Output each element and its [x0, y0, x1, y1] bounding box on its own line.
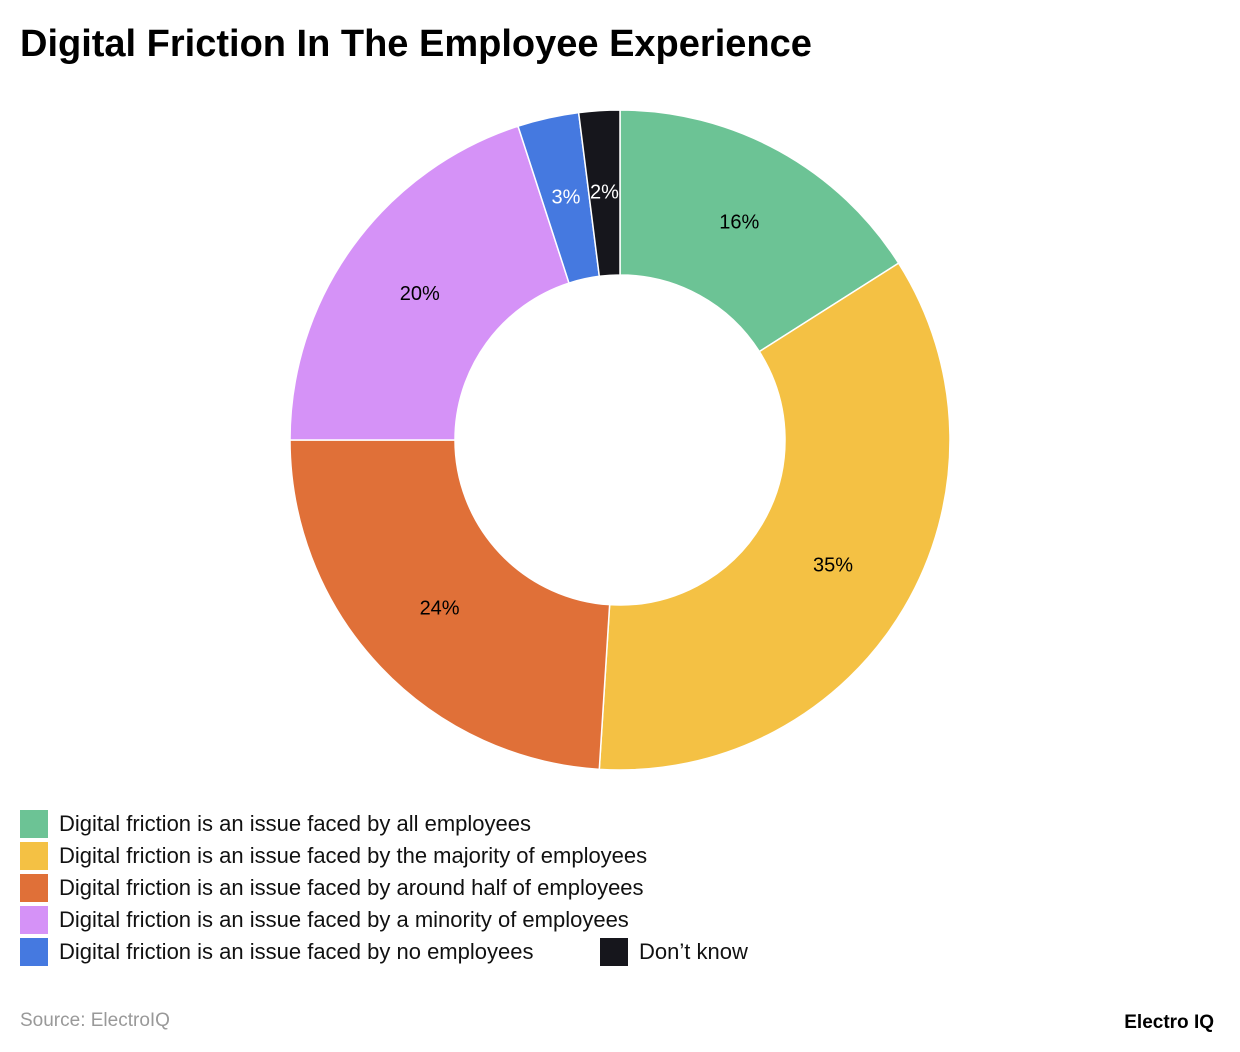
data-label: 20%	[400, 283, 440, 305]
donut-slice	[289, 439, 611, 771]
data-label: 35%	[813, 554, 853, 576]
donut-slice	[577, 109, 621, 278]
data-label: 16%	[719, 211, 759, 233]
legend-swatch	[20, 938, 48, 966]
legend-swatch	[20, 874, 48, 902]
legend-label: Digital friction is an issue faced by ar…	[59, 875, 644, 900]
legend-label: Don’t know	[639, 939, 748, 964]
donut-slice	[598, 262, 951, 771]
donut-slice	[289, 125, 570, 441]
donut-slice	[619, 109, 900, 353]
legend-label: Digital friction is an issue faced by no…	[59, 939, 533, 964]
legend-swatch	[20, 842, 48, 870]
legend-swatch	[20, 906, 48, 934]
data-label: 3%	[552, 187, 581, 209]
legend-swatch	[600, 938, 628, 966]
legend-label: Digital friction is an issue faced by al…	[59, 811, 531, 836]
legend-swatch	[20, 810, 48, 838]
chart-title: Digital Friction In The Employee Experie…	[20, 23, 812, 65]
legend-label: Digital friction is an issue faced by th…	[59, 843, 647, 868]
legend-label: Digital friction is an issue faced by a …	[59, 907, 629, 932]
data-label: 24%	[420, 598, 460, 620]
source: Source: ElectroIQ	[20, 1010, 170, 1031]
data-label: 2%	[590, 181, 619, 203]
brand: Electro IQ	[1124, 1012, 1214, 1033]
